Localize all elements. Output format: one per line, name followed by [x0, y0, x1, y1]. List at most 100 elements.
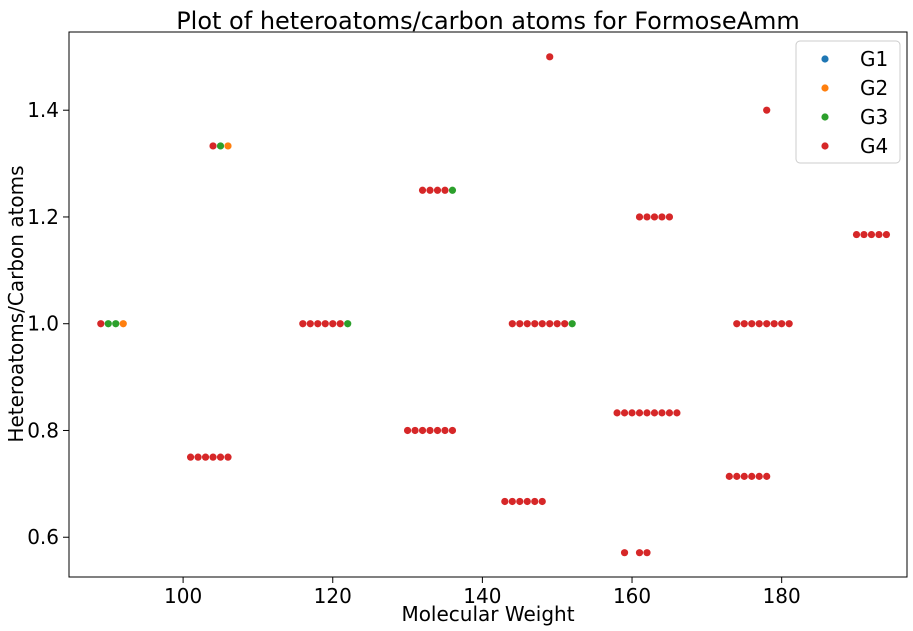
legend-box: [795, 40, 901, 164]
scatter-point-g4-28: [538, 320, 546, 328]
scatter-point-g4-30: [553, 320, 561, 328]
y-tick-label: 1.2: [27, 205, 59, 229]
scatter-point-g4-29: [546, 320, 554, 328]
scatter-point-g4-44: [643, 409, 651, 417]
scatter-point-g4-33: [740, 320, 748, 328]
scatter-point-g4-5: [426, 186, 434, 194]
scatter-point-g2-0: [119, 320, 127, 328]
scatter-point-g3-5: [568, 320, 576, 328]
scatter-point-g4-16: [875, 230, 883, 239]
x-tick-label: 120: [314, 584, 352, 608]
scatter-point-g4-51: [418, 426, 427, 435]
scatter-point-g4-72: [531, 497, 539, 506]
scatter-point-g4-35: [755, 320, 763, 328]
legend-marker-g2: [821, 84, 829, 92]
scatter-point-g4-69: [508, 497, 516, 506]
axis-ticks: 100 120 140 160 180 0.6 0.8 1.0 1.2 1.4: [27, 98, 801, 608]
legend: G1 G2 G3 G4: [795, 40, 901, 164]
scatter-point-g3-2: [216, 142, 225, 150]
chart-title: Plot of heteroatoms/carbon atoms for For…: [176, 7, 800, 35]
x-tick-label: 140: [463, 584, 501, 608]
scatter-point-g4-7: [441, 186, 449, 194]
legend-marker-g1: [821, 55, 829, 63]
scatter-point-g3-0: [104, 320, 112, 328]
scatter-point-g4-11: [658, 213, 666, 221]
scatter-point-g4-47: [665, 409, 674, 417]
scatter-point-g4-56: [186, 453, 195, 461]
scatter-point-g4-61: [224, 453, 232, 461]
scatter-point-g4-48: [673, 409, 681, 417]
scatter-point-g4-24: [508, 320, 516, 328]
scatter-point-g4-60: [216, 453, 225, 461]
scatter-point-g4-20: [314, 320, 322, 328]
scatter-point-g4-31: [561, 320, 569, 328]
scatter-point-g4-34: [748, 320, 756, 328]
y-tick-label: 0.6: [27, 525, 59, 549]
legend-label-g3: G3: [860, 105, 888, 129]
y-axis-label: Heteroatoms/Carbon atoms: [4, 165, 28, 442]
legend-label-g4: G4: [860, 134, 888, 158]
scatter-point-g4-12: [665, 213, 674, 221]
scatter-point-g4-57: [194, 453, 202, 461]
legend-label-g2: G2: [860, 76, 888, 100]
scatter-point-g4-65: [748, 472, 756, 480]
scatter-point-g4-45: [650, 409, 659, 417]
scatter-point-g4-71: [523, 497, 531, 506]
scatter-point-g4-0: [97, 320, 105, 328]
scatter-point-g4-8: [635, 213, 644, 221]
scatter-point-g4-40: [613, 409, 621, 417]
scatter-point-g4-15: [867, 230, 876, 239]
legend-marker-g3: [821, 113, 829, 121]
scatter-point-g4-18: [299, 320, 307, 328]
scatter-point-g4-64: [740, 472, 748, 480]
scatter-point-g4-39: [785, 320, 793, 328]
scatter-point-g4-19: [306, 320, 314, 328]
scatter-point-g4-42: [628, 409, 636, 417]
scatter-point-g4-13: [852, 230, 861, 239]
scatter-point-g4-25: [516, 320, 524, 328]
scatter-point-g4-14: [860, 230, 868, 239]
scatter-point-g4-55: [448, 426, 457, 435]
scatter-point-g4-10: [650, 213, 659, 221]
scatter-point-g4-27: [531, 320, 539, 328]
y-tick-label: 1.0: [27, 312, 59, 336]
scatter-point-g4-43: [635, 409, 644, 417]
x-axis-label: Molecular Weight: [401, 602, 574, 626]
scatter-point-g3-1: [112, 320, 120, 328]
scatter-point-g4-36: [763, 320, 771, 328]
scatter-point-g4-68: [501, 497, 509, 506]
scatter-point-g4-63: [733, 472, 741, 480]
scatter-point-g4-74: [620, 549, 629, 557]
scatter-point-g4-50: [411, 426, 419, 435]
scatter-point-g4-38: [778, 320, 786, 328]
scatter-point-g4-26: [523, 320, 531, 328]
plot-markers: [97, 53, 891, 557]
scatter-point-g4-54: [441, 426, 449, 435]
legend-label-g1: G1: [860, 47, 888, 71]
scatter-point-g4-37: [770, 320, 778, 328]
scatter-point-g3-4: [448, 186, 457, 194]
scatter-point-g4-21: [321, 320, 329, 328]
scatter-point-g4-17: [882, 230, 891, 239]
scatter-point-g4-75: [635, 549, 644, 557]
x-tick-label: 180: [763, 584, 801, 608]
plot-frame: [68, 31, 908, 578]
scatter-point-g4-70: [516, 497, 524, 506]
scatter-point-g4-41: [620, 409, 629, 417]
scatter-point-g4-62: [725, 472, 733, 480]
scatter-point-g4-3: [763, 106, 771, 114]
x-tick-label: 100: [164, 584, 202, 608]
scatter-point-g2-1: [224, 142, 232, 150]
scatter-point-g4-32: [733, 320, 741, 328]
legend-marker-g4: [821, 142, 829, 150]
y-tick-label: 1.4: [27, 98, 59, 122]
scatter-point-g4-46: [658, 409, 666, 417]
scatter-point-g4-2: [546, 53, 554, 61]
scatter-point-g4-58: [201, 453, 210, 461]
scatter-point-g4-22: [329, 320, 337, 328]
scatter-point-g4-66: [755, 472, 763, 480]
scatter-point-g3-3: [344, 320, 352, 328]
scatter-point-g4-76: [643, 549, 651, 557]
scatter-point-g4-49: [403, 426, 412, 435]
